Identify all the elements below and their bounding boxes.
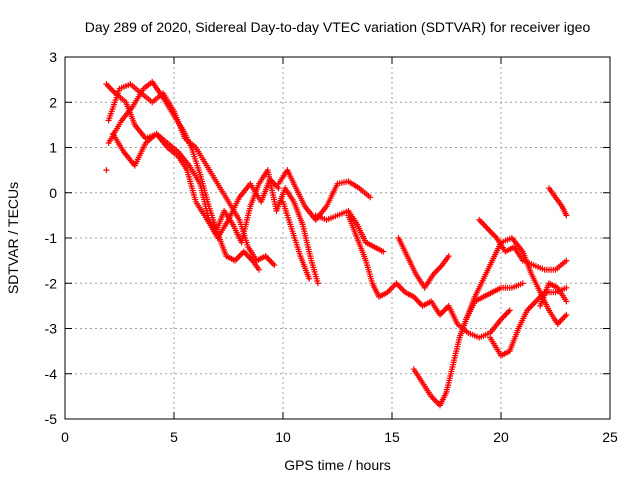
data-point <box>271 262 278 269</box>
y-tick-label: -4 <box>45 366 58 382</box>
data-point <box>563 257 570 264</box>
data-point <box>306 275 313 282</box>
data-point <box>103 167 110 174</box>
y-tick-label: -5 <box>45 411 58 427</box>
series-s9 <box>395 235 452 291</box>
y-tick-label: 3 <box>49 49 57 65</box>
y-tick-label: -3 <box>45 321 58 337</box>
data-series <box>103 78 570 409</box>
x-tick-label: 15 <box>384 429 400 445</box>
x-tick-label: 5 <box>170 429 178 445</box>
y-tick-label: 0 <box>49 185 57 201</box>
series-s4 <box>110 130 282 241</box>
x-tick-label: 0 <box>61 429 69 445</box>
x-tick-label: 25 <box>602 429 618 445</box>
data-point <box>367 194 374 201</box>
series-s7 <box>312 207 387 255</box>
y-tick-label: 1 <box>49 140 57 156</box>
data-point <box>380 248 387 255</box>
y-axis-label: SDTVAR / TECUs <box>5 182 21 294</box>
series-s14 <box>537 280 570 309</box>
data-point <box>314 280 321 287</box>
data-point <box>563 311 570 318</box>
series-s6 <box>280 198 313 282</box>
series-s16 <box>103 167 110 174</box>
data-point <box>563 298 570 305</box>
series-s12 <box>463 235 570 327</box>
data-point <box>506 307 513 314</box>
y-tick-label: -1 <box>45 230 58 246</box>
x-tick-label: 20 <box>493 429 509 445</box>
data-point <box>563 212 570 219</box>
y-tick-label: 2 <box>49 94 57 110</box>
series-s5 <box>275 167 374 223</box>
data-point <box>519 280 526 287</box>
series-s3 <box>105 78 262 273</box>
grid <box>65 57 610 419</box>
x-tick-label: 10 <box>275 429 291 445</box>
x-axis-label: GPS time / hours <box>284 457 391 473</box>
data-point <box>256 266 262 273</box>
chart-title: Day 289 of 2020, Sidereal Day-to-day VTE… <box>85 19 591 35</box>
data-point <box>445 253 452 260</box>
data-point <box>563 284 570 291</box>
series-s15 <box>546 185 570 219</box>
y-tick-label: -2 <box>45 275 58 291</box>
